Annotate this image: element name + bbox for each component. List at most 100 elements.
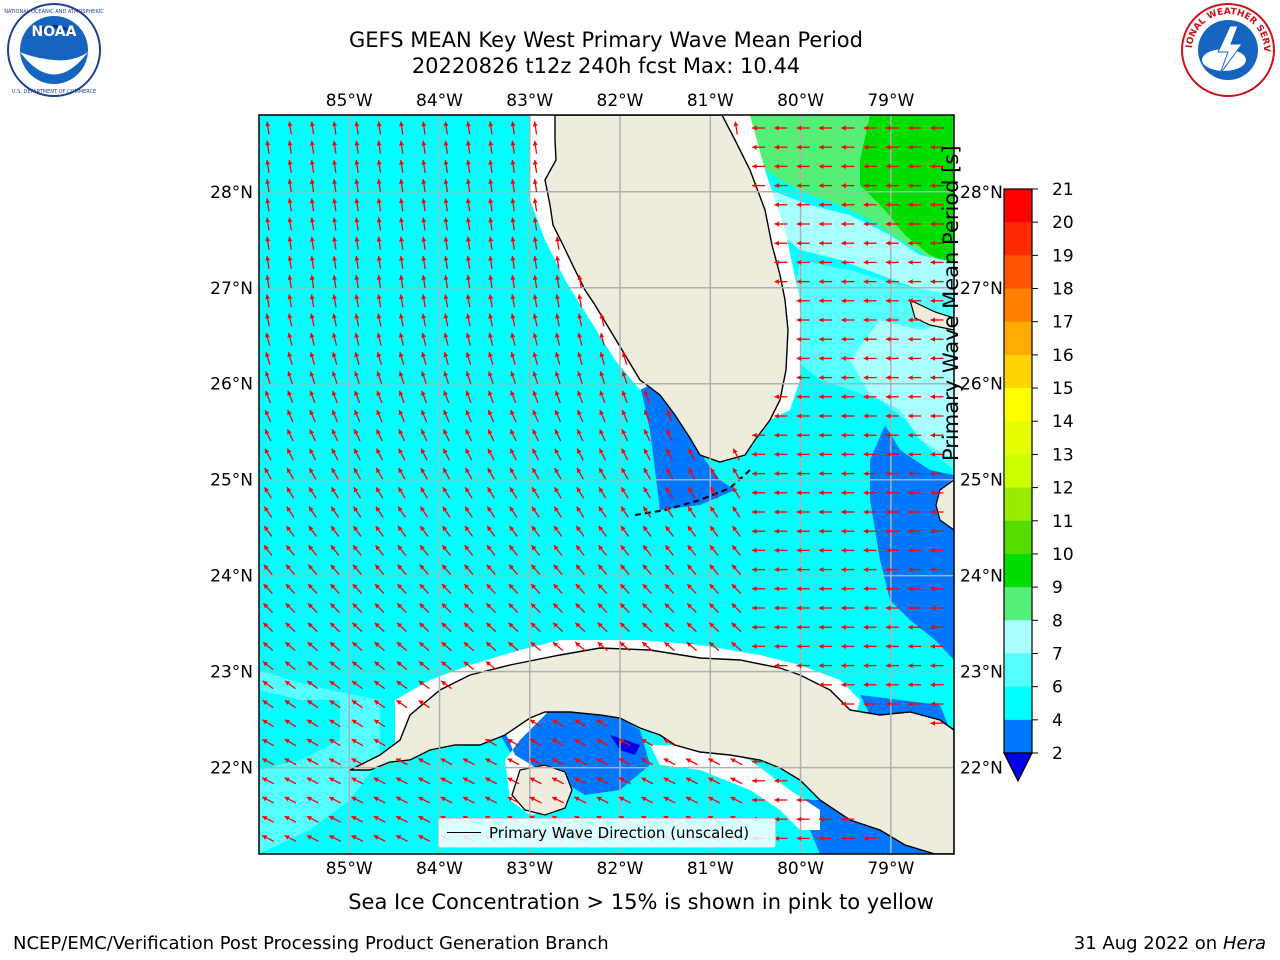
wave-direction-arrow	[552, 641, 564, 652]
wave-direction-arrow	[908, 298, 922, 304]
wave-direction-arrow	[930, 336, 944, 342]
wave-direction-arrow	[819, 509, 832, 515]
wave-direction-arrow	[841, 432, 855, 438]
wave-direction-arrow	[351, 622, 363, 633]
wave-direction-arrow	[796, 624, 810, 630]
wave-direction-arrow	[265, 179, 271, 193]
wave-direction-arrow	[488, 198, 494, 212]
wave-direction-arrow	[265, 275, 271, 289]
wave-direction-arrow	[796, 375, 810, 381]
wave-direction-arrow	[709, 525, 719, 537]
wave-direction-arrow	[399, 255, 404, 269]
wave-direction-arrow	[443, 198, 449, 212]
wave-direction-arrow	[284, 661, 296, 671]
wave-direction-arrow	[509, 467, 518, 480]
lat-tick-label: 22°N	[960, 759, 1003, 779]
wave-direction-arrow	[351, 815, 364, 823]
colorbar-tick-label: 9	[1052, 578, 1063, 598]
wave-direction-arrow	[332, 236, 338, 250]
wave-direction-arrow	[487, 409, 495, 423]
wave-direction-arrow	[532, 313, 538, 327]
wave-direction-arrow	[286, 506, 295, 518]
wave-direction-arrow	[287, 409, 294, 423]
wave-direction-arrow	[530, 602, 541, 614]
wave-direction-arrow	[376, 217, 382, 231]
wave-direction-arrow	[373, 777, 386, 785]
wave-direction-arrow	[574, 719, 587, 728]
wave-direction-arrow	[574, 777, 587, 785]
wave-direction-arrow	[596, 719, 609, 728]
lon-tick-label: 80°W	[777, 91, 824, 111]
lon-tick-label: 84°W	[416, 859, 463, 879]
wave-direction-arrow	[331, 371, 338, 384]
wave-direction-arrow	[752, 586, 766, 592]
wave-direction-arrow	[819, 586, 832, 592]
wave-direction-arrow	[309, 390, 316, 404]
wave-direction-arrow	[421, 121, 427, 135]
colorbar-tick-label: 13	[1052, 445, 1074, 465]
wave-direction-arrow	[507, 758, 520, 766]
wave-direction-arrow	[261, 758, 275, 766]
wave-direction-arrow	[908, 682, 922, 688]
wave-direction-arrow	[309, 429, 316, 442]
wave-direction-arrow	[532, 351, 539, 365]
colorbar-segment	[1004, 620, 1032, 654]
wave-direction-arrow	[930, 643, 944, 649]
wave-direction-arrow	[399, 121, 404, 135]
colorbar-frame	[1003, 188, 1033, 754]
wave-direction-arrow	[510, 140, 516, 154]
footer-branch: NCEP/EMC/Verification Post Processing Pr…	[13, 933, 609, 954]
wave-direction-arrow	[732, 486, 741, 499]
wave-direction-arrow	[396, 602, 407, 614]
wave-direction-arrow	[285, 525, 295, 537]
wave-direction-arrow	[555, 255, 561, 269]
wave-direction-arrow	[399, 217, 404, 231]
wave-direction-arrow	[308, 525, 317, 537]
wave-direction-arrow	[351, 641, 363, 652]
wave-direction-arrow	[309, 351, 316, 365]
wave-direction-arrow	[532, 371, 539, 384]
wave-direction-arrow	[685, 796, 698, 804]
wave-direction-arrow	[396, 622, 408, 633]
wave-direction-arrow	[819, 567, 832, 573]
wave-direction-arrow	[329, 622, 341, 633]
wave-direction-arrow	[551, 796, 564, 804]
colorbar-segment	[1004, 354, 1032, 389]
wave-direction-arrow	[599, 390, 606, 404]
wave-direction-arrow	[554, 448, 562, 461]
wave-direction-arrow	[487, 486, 495, 499]
wave-direction-arrow	[309, 140, 315, 154]
wave-direction-arrow	[375, 486, 384, 499]
lat-tick-label: 28°N	[210, 183, 253, 203]
wave-direction-arrow	[774, 778, 788, 784]
wave-direction-arrow	[443, 179, 449, 193]
land-grand-bahama	[909, 298, 954, 331]
wave-direction-arrow	[863, 298, 877, 304]
wave-direction-arrow	[885, 163, 899, 169]
wave-direction-arrow	[262, 602, 274, 614]
wave-direction-arrow	[485, 738, 497, 747]
wave-direction-arrow	[398, 390, 405, 404]
wave-direction-arrow	[930, 432, 944, 438]
wave-direction-arrow	[306, 815, 319, 823]
wave-direction-arrow	[621, 390, 628, 404]
wave-direction-arrow	[930, 490, 944, 496]
wave-direction-arrow	[620, 486, 629, 499]
wave-direction-arrow	[863, 547, 877, 553]
wave-direction-arrow	[774, 432, 788, 438]
wave-direction-arrow	[306, 680, 319, 690]
wave-direction-arrow	[328, 834, 341, 842]
wave-direction-arrow	[373, 699, 386, 709]
wave-direction-arrow	[819, 471, 832, 477]
wave-direction-arrow	[307, 583, 318, 595]
noaa-logo: NOAA NATIONAL OCEANIC AND ATMOSPHERIC U.…	[4, 3, 104, 97]
colorbar-segment	[1004, 653, 1032, 688]
wave-direction-arrow	[885, 509, 899, 515]
wave-direction-arrow	[441, 641, 452, 652]
wave-direction-arrow	[442, 486, 451, 499]
sea-ice-note: Sea Ice Concentration > 15% is shown in …	[348, 890, 934, 914]
wave-direction-arrow	[819, 663, 832, 669]
wave-direction-arrow	[707, 758, 721, 766]
lon-tick-label: 82°W	[597, 859, 644, 879]
wave-direction-arrow	[885, 490, 899, 496]
